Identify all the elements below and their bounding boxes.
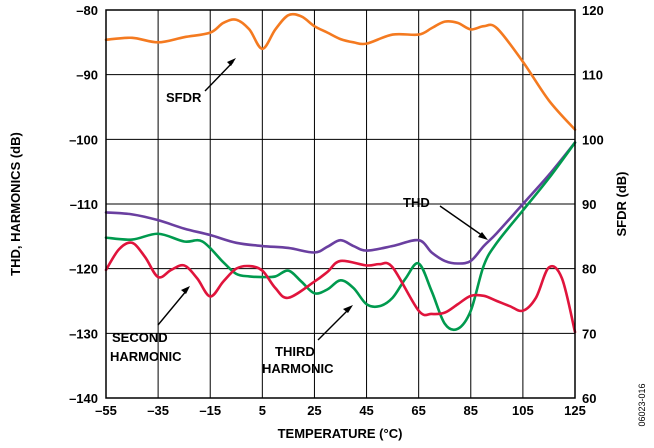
y-tick-label: –120	[69, 262, 98, 277]
figure-id: 06023-016	[637, 383, 647, 426]
x-axis-ticks: –55 –35 –15 5 25 45 65 85 105 125	[95, 403, 586, 418]
y2-tick-label: 120	[582, 3, 604, 18]
annotation-second-harmonic-arrow	[157, 289, 188, 326]
x-tick-label: –55	[95, 403, 117, 418]
y2-tick-label: 80	[582, 262, 596, 277]
annotation-second-harmonic-line1: SECOND	[112, 330, 168, 345]
grid-lines	[105, 9, 576, 399]
y-tick-label: –110	[70, 197, 98, 212]
y-tick-label: –90	[76, 68, 98, 83]
annotation-third-harmonic-line2: HARMONIC	[262, 361, 334, 376]
left-axis-ticks: –80 –90 –100 –110 –120 –130 –140	[69, 3, 98, 406]
annotation-sfdr-arrowhead	[227, 58, 236, 66]
y2-tick-label: 100	[582, 132, 604, 147]
annotation-third-harmonic-arrowhead	[343, 305, 353, 313]
series-lines	[104, 12, 577, 334]
plot-frame	[105, 9, 576, 399]
y-tick-label: –140	[69, 391, 98, 406]
y2-tick-label: 60	[582, 391, 596, 406]
annotation-second-harmonic-line2: HARMONIC	[110, 349, 182, 364]
series-line-sfdr	[104, 12, 577, 131]
annotation-third-harmonic-line1: THIRD	[275, 344, 315, 359]
x-axis-label: TEMPERATURE (°C)	[278, 426, 403, 441]
right-axis-ticks: 120 110 100 90 80 70 60	[582, 3, 604, 406]
y-tick-label: –80	[76, 3, 98, 18]
y2-tick-label: 110	[582, 68, 603, 83]
y-tick-label: –100	[69, 132, 98, 147]
series-line-second-harmonic	[104, 241, 577, 334]
y-axis-label: THD, HARMONICS (dB)	[8, 132, 23, 276]
annotation-thd-arrow	[439, 205, 484, 237]
annotation-thd-arrowhead	[478, 232, 488, 240]
x-tick-label: 45	[359, 403, 373, 418]
annotation-sfdr-arrow	[204, 61, 234, 92]
y2-axis-label: SFDR (dB)	[614, 172, 629, 237]
x-tick-label: –15	[199, 403, 221, 418]
y-tick-label: –130	[69, 326, 98, 341]
x-tick-label: 125	[564, 403, 586, 418]
x-tick-label: –35	[147, 403, 169, 418]
x-tick-label: 5	[259, 403, 266, 418]
x-tick-label: 105	[512, 403, 534, 418]
series-line-thd	[104, 141, 577, 265]
series-line-third-harmonic	[104, 141, 577, 332]
y2-tick-label: 70	[582, 326, 596, 341]
annotation-sfdr: SFDR	[166, 90, 202, 105]
x-tick-label: 65	[411, 403, 425, 418]
x-tick-label: 85	[464, 403, 478, 418]
x-tick-label: 25	[307, 403, 321, 418]
annotation-third-harmonic-arrow	[317, 308, 350, 341]
y2-tick-label: 90	[582, 197, 596, 212]
annotation-second-harmonic-arrowhead	[181, 286, 190, 294]
annotation-thd: THD	[403, 195, 430, 210]
